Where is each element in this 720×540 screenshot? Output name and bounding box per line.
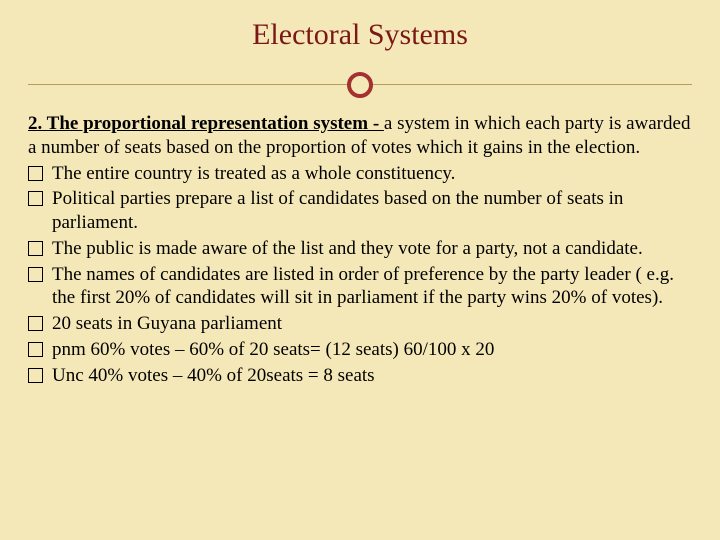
lead-paragraph: 2. The proportional representation syste… (28, 112, 692, 160)
bullet-item: Political parties prepare a list of cand… (28, 187, 692, 235)
bullet-item: The public is made aware of the list and… (28, 237, 692, 261)
slide-body: 2. The proportional representation syste… (28, 112, 692, 387)
bullet-item: 20 seats in Guyana parliament (28, 312, 692, 336)
slide: Electoral Systems 2. The proportional re… (0, 0, 720, 540)
divider-circle-icon (347, 72, 373, 98)
bullet-item: The entire country is treated as a whole… (28, 162, 692, 186)
lead-bold: 2. The proportional representation syste… (28, 113, 384, 134)
bullet-item: The names of candidates are listed in or… (28, 263, 692, 311)
slide-title: Electoral Systems (28, 18, 692, 52)
bullet-item: Unc 40% votes – 40% of 20seats = 8 seats (28, 364, 692, 388)
bullet-item: pnm 60% votes – 60% of 20 seats= (12 sea… (28, 338, 692, 362)
divider (28, 70, 692, 100)
